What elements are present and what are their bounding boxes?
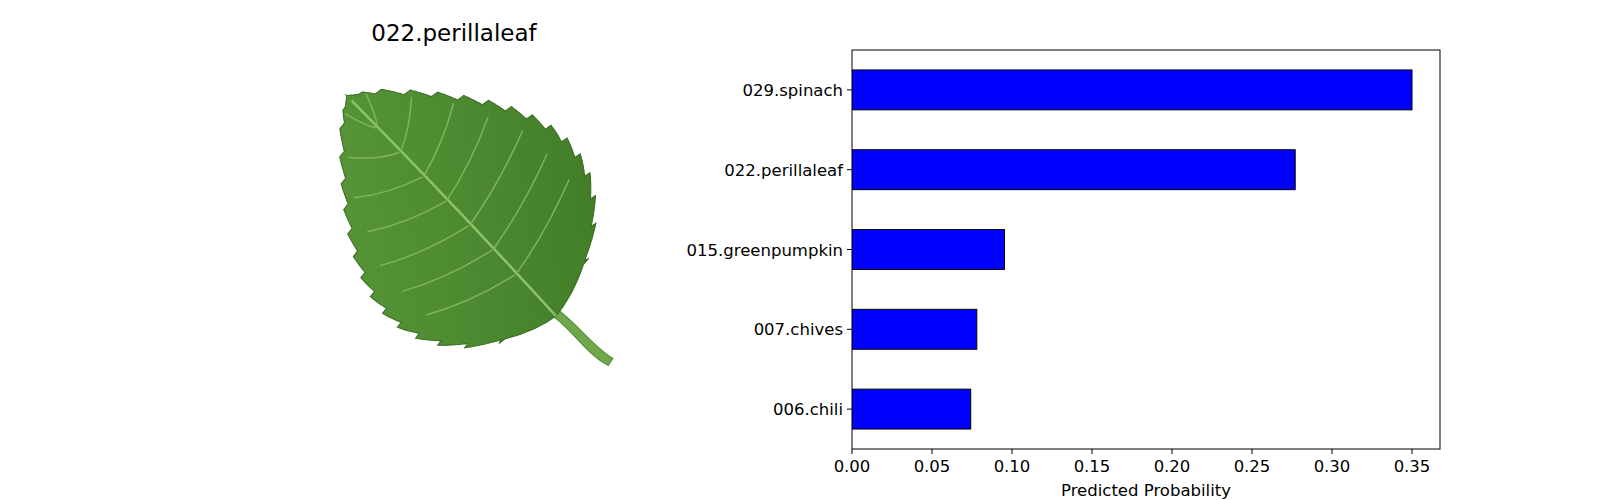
bar [852, 389, 971, 429]
leaf-vein [367, 178, 446, 255]
y-tick [847, 89, 852, 90]
x-tick [1252, 449, 1253, 454]
page: 022.perillaleaf 0.00 0.05 0.10 0.15 0.20 0.25 0… [0, 0, 1600, 500]
leaf-vein [379, 97, 434, 151]
category-label: 029.spinach [743, 81, 844, 100]
leaf-vein [380, 202, 469, 288]
x-tick [932, 449, 933, 454]
x-tick [1172, 449, 1173, 454]
figure: 022.perillaleaf 0.00 0.05 0.10 0.15 0.20 0.25 0… [0, 0, 1600, 500]
leaf-vein [345, 105, 376, 137]
y-tick [847, 249, 852, 250]
y-tick [847, 169, 852, 170]
leaf-blade [255, 4, 650, 401]
x-tick-label: 0.05 [914, 457, 951, 476]
bars [852, 70, 1412, 429]
y-tick [847, 409, 852, 410]
x-tick-label: 0.10 [994, 457, 1031, 476]
y-tick [847, 329, 852, 330]
bar [852, 70, 1412, 110]
leaf-stem [553, 306, 614, 369]
x-tick-label: 0.35 [1394, 457, 1431, 476]
leaf-vein [402, 103, 476, 175]
bar [852, 309, 977, 349]
leaf-image [255, 4, 700, 453]
x-tick-label: 0.20 [1154, 457, 1191, 476]
leaf-vein [354, 154, 422, 221]
x-tick [852, 449, 853, 454]
x-tick [1332, 449, 1333, 454]
leaf-midrib [352, 100, 557, 316]
leaf-vein [425, 117, 510, 200]
category-label: 015.greenpumpkin [687, 241, 843, 260]
x-tick [1092, 449, 1093, 454]
category-label: 022.perillaleaf [724, 161, 844, 180]
x-tick [1412, 449, 1413, 454]
x-axis-label: Predicted Probability [1061, 481, 1231, 500]
category-label: 007.chives [754, 320, 843, 339]
leaf-vein [426, 251, 515, 338]
bar [852, 150, 1295, 190]
leaf-vein [348, 129, 399, 180]
leaf-vein [448, 131, 544, 225]
category-label: 006.chili [773, 400, 843, 419]
bar [852, 230, 1004, 270]
image-title: 022.perillaleaf [371, 20, 537, 46]
leaf-vein [402, 227, 492, 315]
x-tick-label: 0.25 [1234, 457, 1271, 476]
x-tick-label: 0.30 [1314, 457, 1351, 476]
plot-frame [852, 50, 1440, 449]
x-tick-label: 0.15 [1074, 457, 1111, 476]
x-tick [1012, 449, 1013, 454]
x-tick-label: 0.00 [834, 457, 871, 476]
